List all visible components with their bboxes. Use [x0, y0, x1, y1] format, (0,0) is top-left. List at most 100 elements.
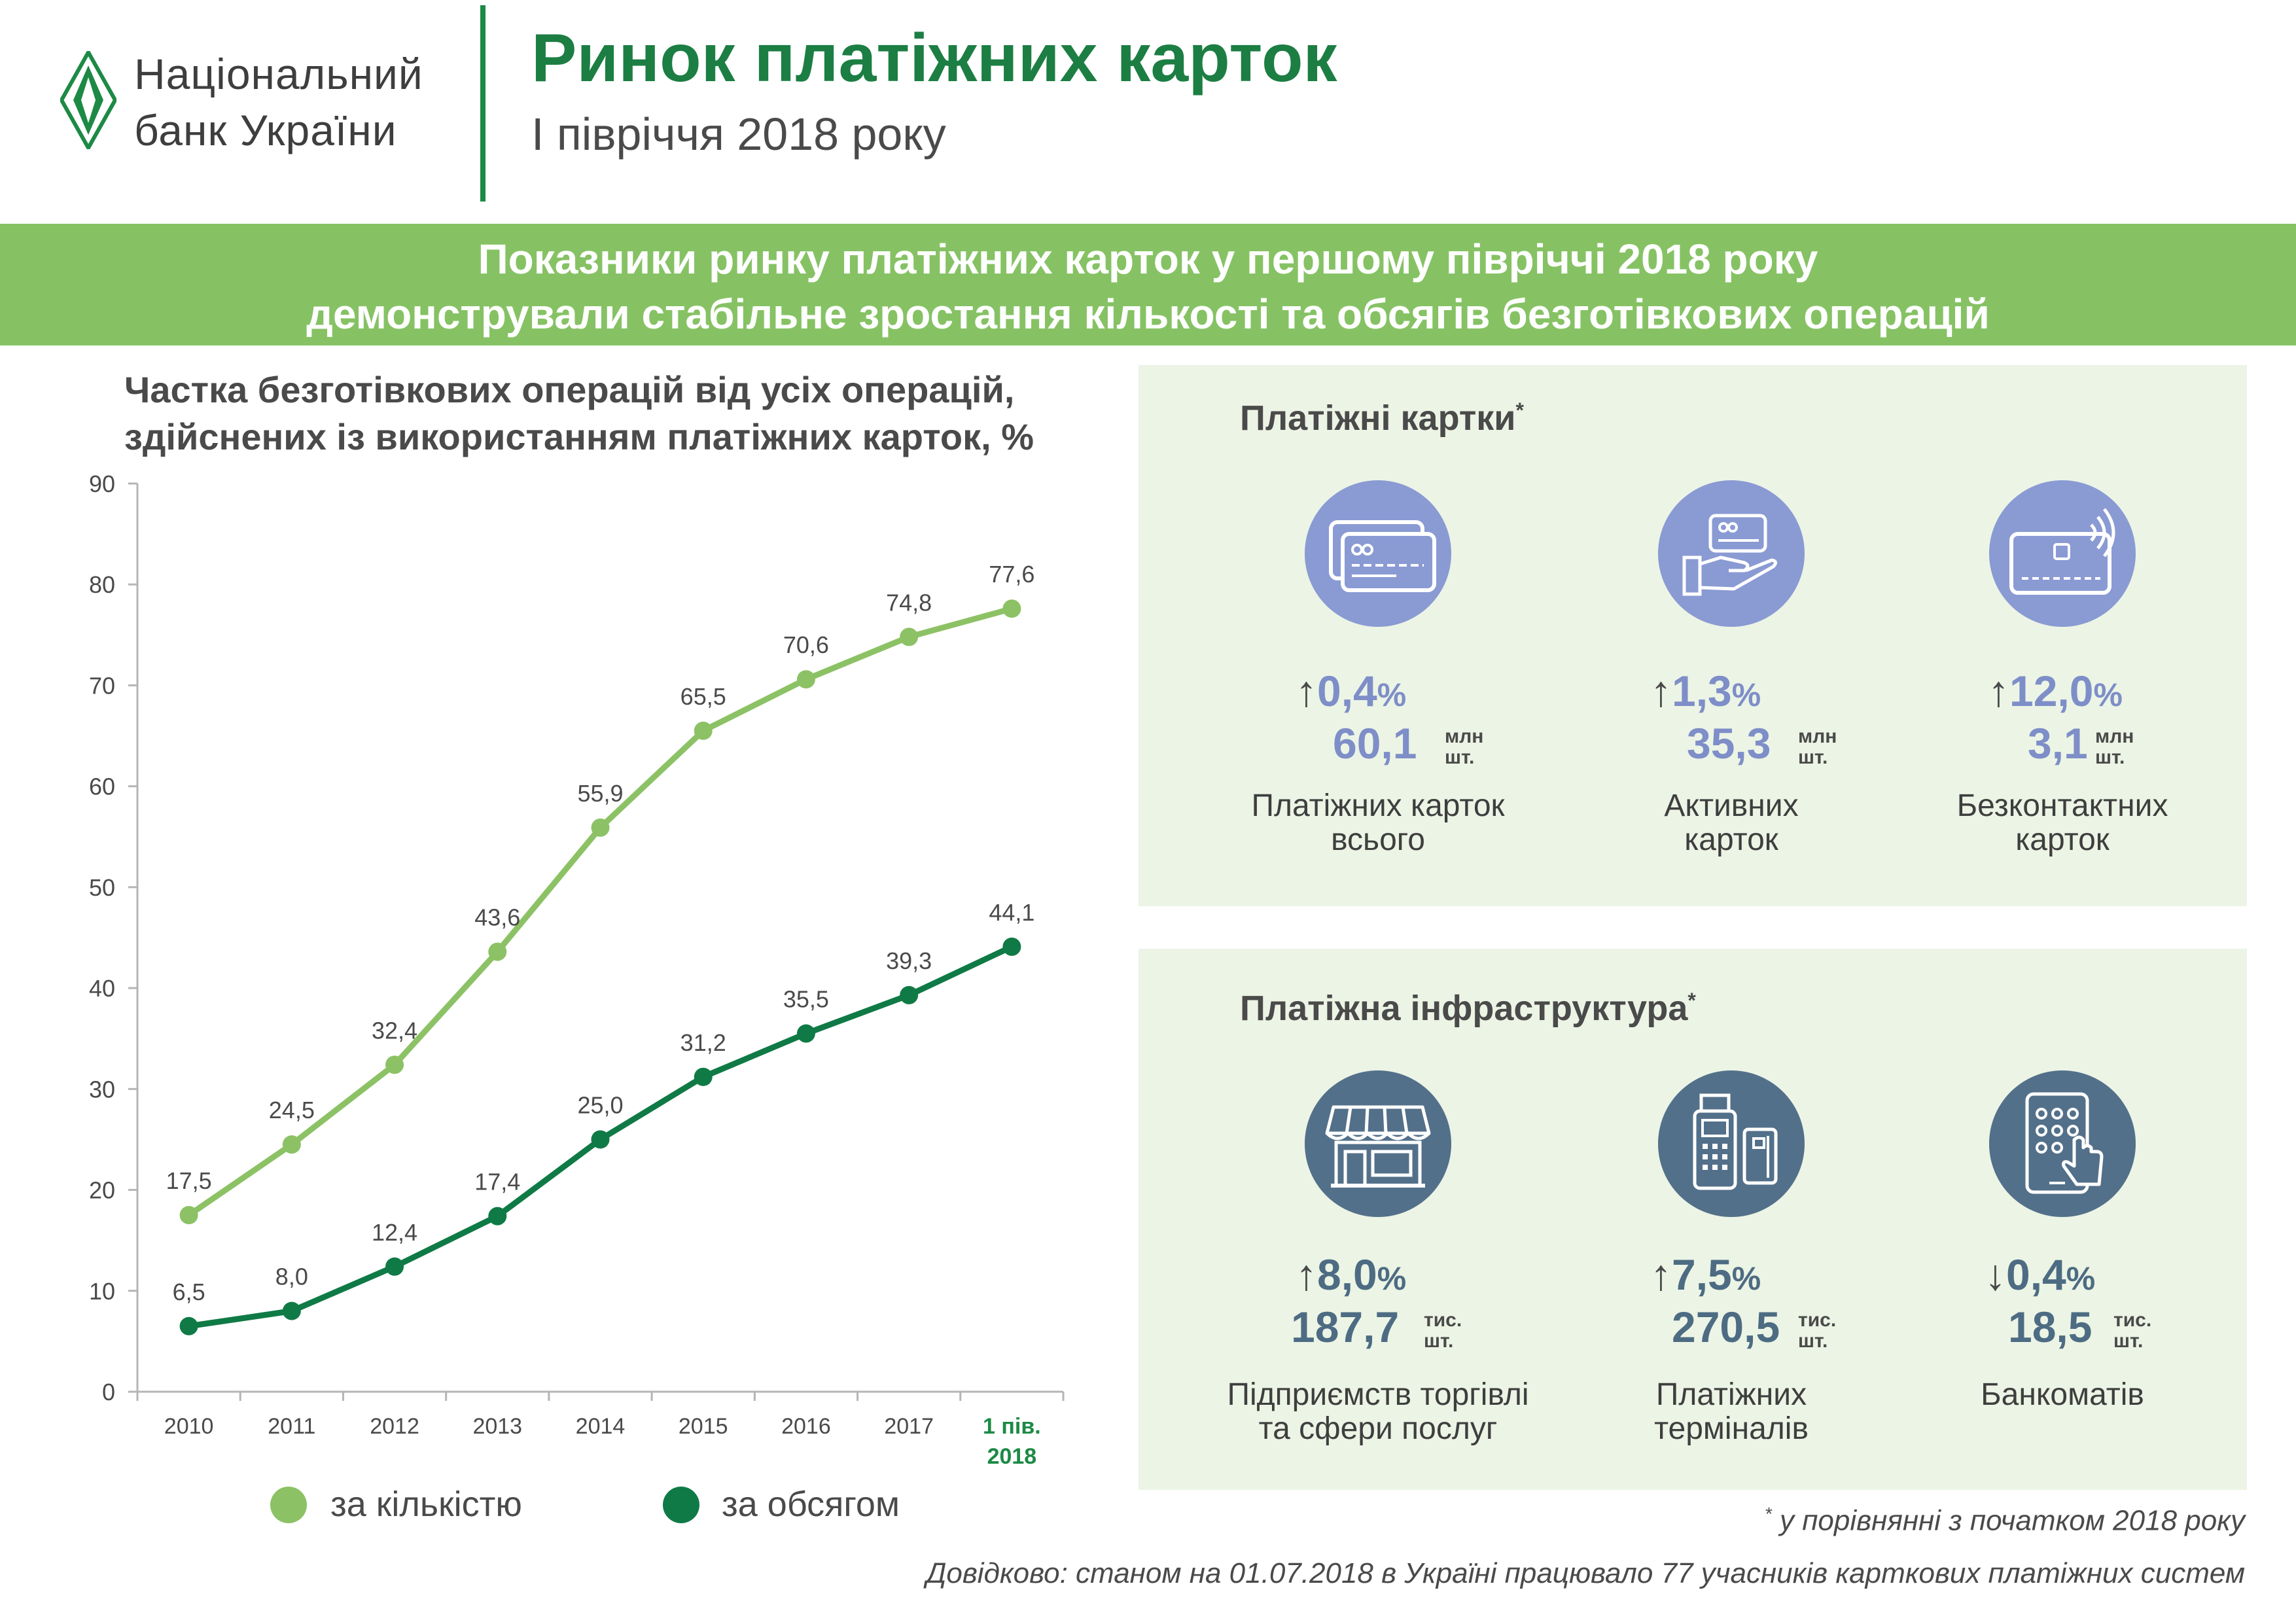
- contactless-card-icon: [2009, 508, 2115, 595]
- page-title: Ринок платіжних карток: [531, 20, 1337, 96]
- cards-panel: Платіжні картки* ↑0,4% 60,1 млн шт. Плат…: [1139, 365, 2247, 906]
- data-point: [282, 1301, 301, 1320]
- data-point: [796, 1024, 815, 1043]
- pct-value: 7,5: [1672, 1250, 1732, 1299]
- label-line2: та сфери послуг: [1258, 1411, 1498, 1446]
- terminals-change: ↑7,5%: [1650, 1250, 1761, 1299]
- data-label: 31,2: [680, 1029, 726, 1056]
- x-tick-label: 1 пів.: [983, 1414, 1041, 1439]
- data-point: [900, 627, 919, 646]
- cards-panel-title: Платіжні картки*: [1240, 398, 1524, 438]
- x-tick-label: 2012: [370, 1414, 419, 1439]
- legend-swatch-count: [270, 1487, 307, 1523]
- card-in-hand-icon-circle: [1658, 480, 1805, 627]
- unit-line2: шт.: [2095, 747, 2125, 768]
- data-label: 77,6: [989, 561, 1034, 588]
- label-line1: Платіжних: [1655, 1377, 1807, 1412]
- arrow-down-icon: ↓: [1985, 1250, 2006, 1299]
- data-point: [591, 818, 610, 837]
- infra-panel-title-text: Платіжна інфраструктура: [1240, 989, 1688, 1028]
- merchants-value: 187,7: [1291, 1303, 1400, 1351]
- banner-line1: Показники ринку платіжних карток у першо…: [478, 236, 1818, 283]
- active-cards-change: ↑1,3%: [1650, 666, 1761, 716]
- page-subtitle: І півріччя 2018 року: [531, 109, 946, 160]
- unit-line1: млн: [1798, 726, 1837, 747]
- label-line1: Банкоматів: [1981, 1377, 2144, 1412]
- y-tick-label: 70: [89, 672, 115, 699]
- label-line1: Підприємств торгівлі: [1227, 1377, 1529, 1412]
- unit-line1: тис.: [1424, 1309, 1462, 1331]
- storefront-icon: [1325, 1105, 1431, 1188]
- atm-touch-icon: [2025, 1092, 2104, 1194]
- card-in-hand-icon: [1682, 514, 1777, 596]
- contactless-cards-label: Безконтактних карток: [1866, 789, 2259, 857]
- label-line2: карток: [1684, 822, 1778, 857]
- data-point: [694, 721, 713, 740]
- data-label: 8,0: [275, 1263, 308, 1290]
- arrow-up-icon: ↑: [1296, 1250, 1317, 1299]
- label-line2: терміналів: [1654, 1411, 1809, 1446]
- reference-note: Довідково: станом на 01.07.2018 в Україн…: [926, 1557, 2245, 1589]
- logo-text: Національний банк України: [134, 46, 423, 158]
- arrow-up-icon: ↑: [1650, 667, 1672, 715]
- storefront-icon-circle: [1305, 1070, 1451, 1217]
- logo-line2: банк України: [134, 106, 397, 154]
- infra-panel-title: Платіжна інфраструктура*: [1240, 988, 1696, 1029]
- atms-value: 18,5: [2008, 1303, 2093, 1351]
- y-tick-label: 60: [89, 773, 115, 800]
- unit-line2: шт.: [1424, 1330, 1454, 1352]
- unit-line2: шт.: [1798, 1330, 1828, 1352]
- pct-sign: %: [1731, 677, 1761, 713]
- data-label: 74,8: [886, 589, 932, 616]
- x-tick-label: 2015: [679, 1414, 728, 1439]
- data-point: [900, 985, 919, 1004]
- line-chart: 0 10 20 30 40 50 60 70 80 90 2010 2011 2012 2013 2014 2…: [89, 470, 1065, 1469]
- infra-panel-asterisk: *: [1687, 989, 1696, 1012]
- cards-total-change: ↑0,4%: [1296, 666, 1406, 716]
- label-line1: Платіжних карток: [1251, 788, 1505, 823]
- x-tick-label: 2013: [472, 1414, 522, 1439]
- active-cards-label: Активних карток: [1535, 789, 1928, 857]
- y-tick-label: 80: [89, 571, 115, 598]
- chart-title-line1: Частка безготівкових операцій від усіх о…: [124, 369, 1015, 410]
- data-point: [796, 670, 815, 689]
- data-label: 43,6: [474, 904, 520, 931]
- y-tick-label: 50: [89, 874, 115, 901]
- unit-line2: шт.: [1445, 747, 1475, 768]
- pct-sign: %: [1377, 1260, 1407, 1297]
- data-label: 65,5: [680, 683, 726, 710]
- contactless-cards-unit: млн шт.: [2095, 726, 2134, 768]
- data-point: [385, 1055, 404, 1074]
- y-tick-label: 10: [89, 1278, 115, 1305]
- merchants-change: ↑8,0%: [1296, 1250, 1406, 1299]
- x-tick-label: 2010: [164, 1414, 214, 1439]
- cards-total-value: 60,1: [1333, 719, 1417, 768]
- active-cards-unit: млн шт.: [1798, 726, 1837, 768]
- pct-sign: %: [2093, 677, 2123, 713]
- logo-line1: Національний: [134, 50, 423, 98]
- cards-total-unit: млн шт.: [1445, 726, 1483, 768]
- pct-sign: %: [1731, 1260, 1761, 1297]
- data-label: 17,5: [166, 1167, 212, 1194]
- atms-unit: тис. шт.: [2113, 1310, 2151, 1352]
- data-label: 44,1: [989, 899, 1034, 926]
- data-point: [179, 1316, 198, 1335]
- pct-value: 0,4: [2006, 1250, 2066, 1299]
- data-point: [591, 1130, 610, 1149]
- x-tick-label: 2014: [576, 1414, 626, 1439]
- cards-panel-asterisk: *: [1515, 398, 1524, 422]
- data-point: [179, 1206, 198, 1225]
- cards-icon: [1329, 520, 1436, 592]
- pct-value: 1,3: [1672, 667, 1732, 715]
- merchants-label: Підприємств торгівлі та сфери послуг: [1182, 1378, 1574, 1446]
- unit-line1: тис.: [1798, 1309, 1837, 1331]
- data-label: 35,5: [783, 986, 829, 1013]
- data-point: [282, 1135, 301, 1154]
- contactless-cards-value: 3,1: [2028, 719, 2088, 768]
- header-divider: [480, 5, 486, 202]
- arrow-up-icon: ↑: [1650, 1250, 1672, 1299]
- unit-line1: млн: [1445, 726, 1484, 747]
- nbu-logo-icon: [60, 51, 116, 149]
- infrastructure-panel: Платіжна інфраструктура* ↑8,0% 187,7 тис…: [1139, 949, 2247, 1490]
- data-point: [1002, 599, 1021, 618]
